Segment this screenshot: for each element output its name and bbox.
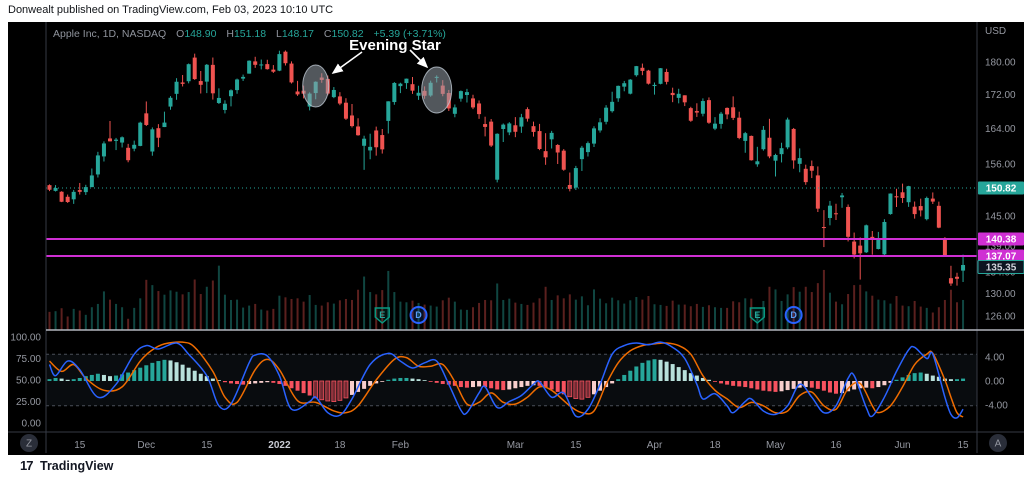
indicator-left-tick: 25.00 bbox=[16, 397, 41, 408]
svg-text:137.07: 137.07 bbox=[986, 252, 1017, 263]
open-value: 148.90 bbox=[184, 28, 217, 40]
high-label: H bbox=[226, 28, 234, 40]
stoch-slow-line bbox=[48, 341, 964, 418]
indicator-left-tick: 50.00 bbox=[16, 376, 41, 387]
price-tick: 126.00 bbox=[985, 311, 1016, 322]
price-scale[interactable]: USD139.00134.00180.00172.00164.00156.001… bbox=[977, 26, 1024, 322]
time-tick: 18 bbox=[709, 440, 721, 451]
price-tick: 139.00 bbox=[985, 242, 1016, 253]
svg-text:Z: Z bbox=[26, 439, 32, 450]
annotation-arrow bbox=[331, 51, 363, 74]
open-label: O bbox=[176, 28, 185, 40]
chart-canvas[interactable]: Evening StarEDEDUSD139.00134.00180.00172… bbox=[8, 22, 1024, 455]
price-tick: 145.00 bbox=[985, 211, 1016, 222]
time-tick: Jun bbox=[894, 440, 910, 451]
annotation-label: Evening Star bbox=[349, 37, 441, 54]
indicator-left-tick: 75.00 bbox=[16, 354, 41, 365]
time-tick: 15 bbox=[201, 440, 213, 451]
price-tick: 164.00 bbox=[985, 124, 1016, 135]
indicator-scale[interactable]: 100.00 75.00 50.00 25.00 0.00 4.00 0.00 -4.00 bbox=[10, 333, 1008, 430]
evening-star-annotation[interactable]: Evening Star bbox=[331, 37, 441, 74]
svg-text:E: E bbox=[754, 310, 760, 320]
price-level-lines[interactable] bbox=[46, 187, 977, 258]
time-tick: 15 bbox=[570, 440, 582, 451]
close-value: 150.82 bbox=[331, 28, 364, 40]
time-tick: 15 bbox=[74, 440, 86, 451]
time-tick: Apr bbox=[647, 440, 663, 451]
indicator-right-tick: -4.00 bbox=[985, 401, 1008, 412]
earnings-icon bbox=[749, 307, 766, 324]
time-tick: May bbox=[766, 440, 785, 451]
low-label: L bbox=[276, 28, 282, 40]
tradingview-chart[interactable]: Evening StarEDEDUSD139.00134.00180.00172… bbox=[8, 22, 1024, 455]
svg-text:D: D bbox=[790, 310, 797, 320]
time-tick: 18 bbox=[334, 440, 346, 451]
time-tick: 2022 bbox=[268, 440, 291, 451]
time-tick: Mar bbox=[507, 440, 525, 451]
publish-header: Donwealt published on TradingView.com, F… bbox=[0, 0, 1024, 22]
timezone-badge[interactable]: Z bbox=[20, 434, 38, 452]
close-label: C bbox=[323, 28, 332, 40]
change-value: +5.39 (+3.71%) bbox=[373, 28, 446, 40]
time-tick: Feb bbox=[392, 440, 410, 451]
volume-series bbox=[48, 265, 965, 330]
time-tick: Dec bbox=[137, 440, 155, 451]
time-tick: 15 bbox=[957, 440, 969, 451]
indicator-right-tick: 4.00 bbox=[985, 352, 1005, 363]
svg-text:140.38: 140.38 bbox=[986, 235, 1017, 246]
evening-star-highlights[interactable] bbox=[302, 64, 453, 114]
price-tick: 172.00 bbox=[985, 90, 1016, 101]
svg-text:D: D bbox=[415, 310, 422, 320]
annotation-arrow bbox=[409, 49, 429, 69]
stoch-fast-line bbox=[48, 341, 964, 419]
price-tick: 130.00 bbox=[985, 289, 1016, 300]
pattern-ellipse bbox=[302, 64, 330, 108]
price-tick: 180.00 bbox=[985, 58, 1016, 69]
price-tick: 156.00 bbox=[985, 159, 1016, 170]
stochastic-band bbox=[46, 353, 977, 407]
publish-text: Donwealt published on TradingView.com, F… bbox=[8, 4, 334, 16]
indicator-left-tick: 100.00 bbox=[10, 333, 41, 344]
svg-text:150.82: 150.82 bbox=[986, 183, 1017, 194]
high-value: 151.18 bbox=[233, 28, 267, 40]
svg-text:E: E bbox=[379, 310, 385, 320]
symbol-title: Apple Inc, 1D, NASDAQ bbox=[53, 28, 167, 40]
symbol-legend[interactable]: Apple Inc, 1D, NASDAQ O148.90 H151.18 L1… bbox=[53, 28, 446, 40]
indicator-right-tick: 0.00 bbox=[985, 377, 1005, 388]
low-value: 148.17 bbox=[281, 28, 314, 40]
autoscale-badge[interactable]: A bbox=[989, 434, 1007, 452]
footer: 17 TradingView bbox=[0, 455, 1024, 479]
indicator-left-tick: 0.00 bbox=[22, 419, 42, 430]
dividends-icon bbox=[784, 306, 803, 324]
stochastic-lines bbox=[48, 341, 964, 419]
svg-text:135.35: 135.35 bbox=[986, 263, 1017, 274]
dividends-icon bbox=[409, 306, 428, 324]
candlestick-series[interactable] bbox=[47, 50, 966, 286]
earnings-icon bbox=[374, 307, 390, 324]
time-scale[interactable]: 15 Dec 15 2022 18 Feb Mar 15 Apr 18 May 16 Jun 15 bbox=[74, 440, 969, 451]
pane-borders bbox=[8, 22, 1024, 453]
time-tick: 16 bbox=[830, 440, 842, 451]
svg-text:A: A bbox=[995, 439, 1002, 450]
tradingview-brand[interactable]: TradingView bbox=[40, 459, 114, 473]
macd-histogram bbox=[47, 359, 966, 402]
svg-text:USD: USD bbox=[985, 26, 1006, 37]
tradingview-logo-icon[interactable]: 17 bbox=[20, 458, 34, 473]
pattern-ellipse bbox=[421, 66, 453, 114]
